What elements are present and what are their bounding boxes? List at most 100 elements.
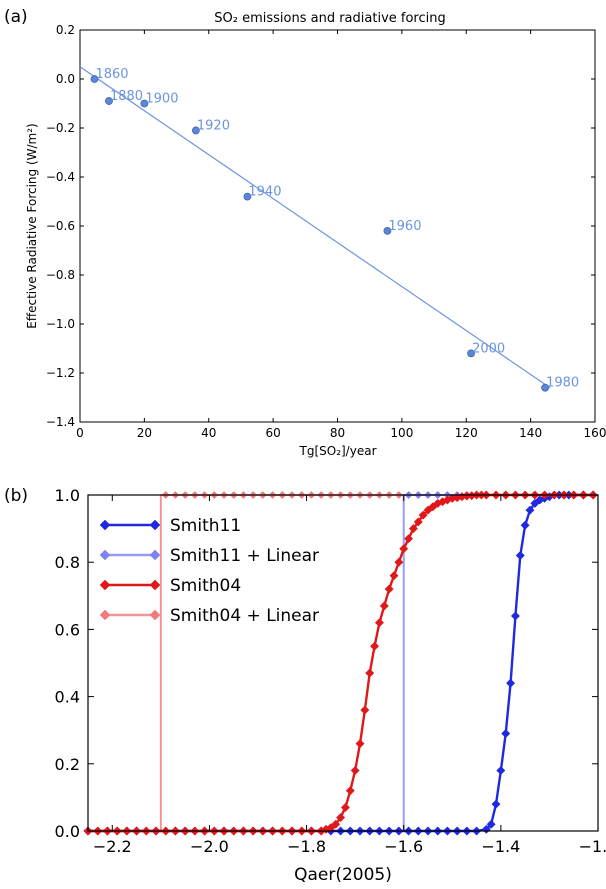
panel-a-point-label: 1940	[248, 185, 281, 200]
panel-b-y-tick-label: 0.8	[55, 553, 80, 572]
series-line	[88, 493, 594, 833]
panel-b-y-ticks: 0.0 0.2 0.4 0.6 0.8 1.0	[55, 486, 598, 841]
panel-a-point	[191, 126, 200, 135]
panel-b-x-tick-label: −2.0	[190, 837, 229, 856]
legend-label: Smith11 + Linear	[170, 546, 319, 566]
panel-a-y-tick-label: −1.4	[46, 415, 75, 429]
panel-a-x-tick-label: 60	[265, 426, 280, 440]
panel-a-y-ticks: 0.2 0.0 −0.2 −0.4 −0.6 −0.8 −1.0 −1.2 −1.4	[46, 23, 595, 429]
panel-a-y-axis-title: Effective Radiative Forcing (W/m²)	[25, 123, 39, 328]
panel-b-label: (b)	[4, 486, 28, 506]
panel-a-x-axis-title: Tg[SO₂]/year	[299, 444, 377, 458]
panel-b-series	[83, 490, 598, 836]
panel-a-y-tick-label: −1.0	[46, 317, 75, 331]
series-marker	[360, 705, 370, 715]
panel-a-point-label: 2000	[472, 341, 505, 356]
legend-marker	[99, 579, 111, 591]
series-marker	[418, 510, 428, 520]
panel-a-label: (a)	[4, 7, 28, 27]
series-marker	[525, 505, 535, 515]
panel-b-y-tick-label: 0.6	[55, 620, 80, 639]
series-marker	[379, 601, 389, 611]
legend-label: Smith04 + Linear	[170, 606, 319, 626]
series-marker	[384, 584, 394, 594]
series-marker	[481, 824, 491, 834]
panel-a-y-tick-label: 0.2	[56, 23, 75, 37]
panel-a-x-tick-label: 100	[390, 426, 413, 440]
series-marker	[515, 550, 525, 561]
panel-b-x-tick-label: −1.6	[384, 837, 423, 856]
panel-b-y-tick-label: 1.0	[55, 486, 80, 505]
panel-a-point-label: 1980	[546, 376, 579, 391]
panel-a-point-label: 1880	[110, 89, 143, 104]
series-marker	[399, 544, 409, 554]
panel-b-x-tick-label: −1.2	[579, 837, 606, 856]
panel-b-x-tick-label: −1.8	[287, 837, 326, 856]
panel-a-point	[541, 383, 550, 392]
panel-a-point	[140, 99, 149, 108]
panel-a-y-tick-label: −0.4	[46, 170, 75, 184]
panel-a-y-tick-label: −0.8	[46, 268, 75, 282]
panel-b-x-axis-title: Qaer(2005)	[294, 865, 392, 885]
series-marker	[404, 534, 414, 544]
series-marker	[331, 819, 341, 829]
series-marker	[520, 520, 530, 530]
series-smith04-linear	[84, 491, 598, 835]
panel-a-x-ticks: 0 20 40 60 80 100 120 140 160	[76, 30, 606, 440]
panel-a-point	[383, 226, 392, 235]
series-marker	[413, 517, 423, 527]
panel-a-axes-frame	[79, 29, 596, 423]
panel-b-x-tick-label: −1.4	[481, 837, 520, 856]
legend-marker	[99, 549, 111, 561]
panel-a-fit-line	[79, 66, 551, 389]
panel-a-y-tick-label: 0.0	[56, 72, 75, 86]
panel-a-x-tick-label: 120	[455, 426, 478, 440]
panel-a-x-tick-label: 0	[76, 426, 84, 440]
series-marker	[370, 641, 380, 651]
legend-marker	[149, 549, 161, 561]
panel-a-x-tick-label: 40	[201, 426, 216, 440]
legend-marker	[149, 519, 161, 531]
panel-a-point	[243, 192, 252, 201]
panel-a-title: SO₂ emissions and radiative forcing	[214, 11, 445, 26]
series-marker	[408, 524, 418, 534]
series-marker	[501, 729, 511, 739]
panel-b-axes-frame	[87, 494, 599, 832]
panel-a-x-tick-label: 80	[330, 426, 345, 440]
panel-a-x-tick-label: 20	[137, 426, 152, 440]
panel-a-point-label: 1960	[388, 219, 421, 234]
series-marker	[506, 678, 516, 688]
series-line	[88, 493, 594, 833]
panel-a-point-label: 1900	[145, 92, 178, 107]
legend-label: Smith04	[170, 576, 241, 596]
series-marker	[486, 819, 496, 829]
series-marker	[389, 571, 399, 581]
panel-a-point-label: 1860	[95, 67, 128, 82]
legend-marker	[149, 609, 161, 621]
panel-b-x-tick-label: −2.2	[93, 837, 132, 856]
panel-b-x-ticks: −2.2 −2.0 −1.8 −1.6 −1.4 −1.2	[93, 495, 606, 856]
legend-marker	[99, 609, 111, 621]
panel-b-y-tick-label: 0.0	[55, 822, 80, 841]
panel-a-y-tick-label: −0.6	[46, 219, 75, 233]
panel-a-point-label: 1920	[197, 118, 230, 133]
panel-b-y-tick-label: 0.2	[55, 755, 80, 774]
series-marker	[394, 557, 404, 567]
series-marker	[491, 799, 501, 809]
series-marker	[374, 618, 384, 628]
series-marker	[355, 739, 365, 749]
series-marker	[336, 813, 346, 823]
panel-a-point	[467, 349, 475, 358]
series-marker	[510, 611, 520, 621]
legend-marker	[99, 519, 111, 531]
panel-a: (a) SO₂ emissions and radiative forcing …	[4, 7, 606, 458]
legend-label: Smith11	[170, 516, 241, 536]
panel-a-y-tick-label: −0.2	[46, 121, 75, 135]
panel-a-x-tick-label: 140	[519, 426, 542, 440]
panel-a-y-tick-label: −1.2	[46, 366, 75, 380]
legend-marker	[149, 579, 161, 591]
series-marker	[345, 786, 355, 796]
panel-a-point	[105, 97, 113, 105]
panel-a-x-tick-label: 160	[584, 426, 606, 440]
